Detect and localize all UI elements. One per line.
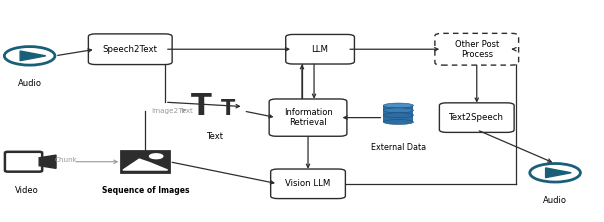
Polygon shape	[39, 155, 56, 168]
Text: Text2Speech: Text2Speech	[449, 113, 504, 122]
Text: T: T	[191, 92, 212, 121]
Text: Video: Video	[14, 186, 39, 195]
Bar	[121, 151, 170, 172]
Ellipse shape	[384, 113, 414, 118]
Ellipse shape	[384, 120, 414, 125]
Ellipse shape	[384, 108, 414, 113]
Text: External Data: External Data	[371, 143, 426, 152]
Bar	[384, 105, 414, 122]
Text: Sequence of Images: Sequence of Images	[101, 186, 189, 195]
Polygon shape	[545, 168, 571, 178]
Text: Image2Text: Image2Text	[152, 108, 193, 114]
FancyBboxPatch shape	[11, 155, 36, 168]
Text: Audio: Audio	[18, 79, 42, 88]
Circle shape	[150, 154, 163, 159]
Ellipse shape	[384, 103, 414, 108]
Text: Audio: Audio	[543, 196, 567, 205]
Text: T: T	[220, 99, 235, 119]
FancyBboxPatch shape	[286, 34, 355, 64]
FancyBboxPatch shape	[5, 152, 42, 172]
FancyBboxPatch shape	[269, 99, 347, 136]
FancyBboxPatch shape	[88, 34, 172, 65]
Text: Speech2Text: Speech2Text	[103, 45, 158, 54]
FancyBboxPatch shape	[435, 33, 519, 65]
FancyBboxPatch shape	[271, 169, 345, 199]
Text: Other Post
Process: Other Post Process	[455, 40, 499, 59]
Text: Chunk: Chunk	[55, 157, 78, 163]
Text: Vision LLM: Vision LLM	[285, 179, 331, 188]
Polygon shape	[20, 51, 46, 61]
Polygon shape	[123, 159, 168, 170]
Text: Text: Text	[206, 132, 223, 141]
Text: LLM: LLM	[312, 45, 329, 54]
Text: Information
Retrieval: Information Retrieval	[284, 108, 332, 127]
FancyBboxPatch shape	[439, 103, 514, 132]
